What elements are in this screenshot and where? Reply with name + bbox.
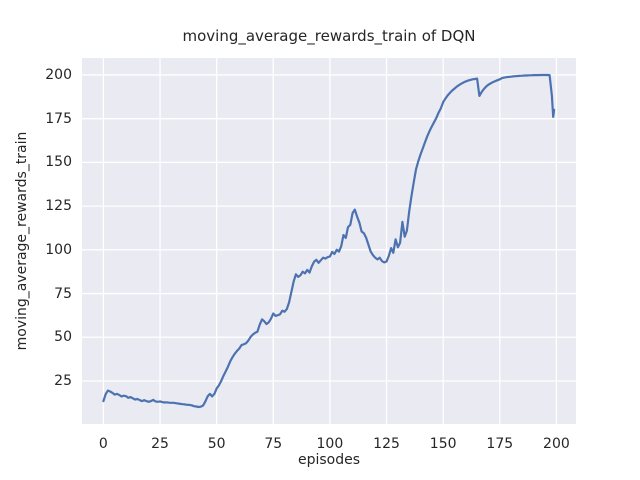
y-tick-label: 50 <box>54 329 72 346</box>
plot-area <box>82 58 576 424</box>
chart-title: moving_average_rewards_train of DQN <box>182 27 476 45</box>
data-line <box>102 73 556 409</box>
x-tick-label: 50 <box>207 436 226 452</box>
line-chart <box>82 58 576 424</box>
x-tick-label: 125 <box>373 436 400 452</box>
x-axis-label: episodes <box>297 452 361 468</box>
x-tick-label: 75 <box>264 436 283 452</box>
x-tick-label: 25 <box>151 436 169 452</box>
x-tick-label: 150 <box>429 436 457 452</box>
y-tick-label: 100 <box>45 241 72 258</box>
x-tick-label: 200 <box>543 436 570 452</box>
y-tick-label: 175 <box>45 110 72 127</box>
y-tick-label: 25 <box>54 372 72 389</box>
y-tick-label: 150 <box>45 154 72 171</box>
y-tick-label: 200 <box>45 66 72 83</box>
y-tick-label: 125 <box>45 198 72 215</box>
x-tick-label: 100 <box>316 436 344 452</box>
x-tick-label: 175 <box>486 436 514 452</box>
x-tick-label: 0 <box>98 436 108 452</box>
y-tick-label: 75 <box>54 285 72 302</box>
